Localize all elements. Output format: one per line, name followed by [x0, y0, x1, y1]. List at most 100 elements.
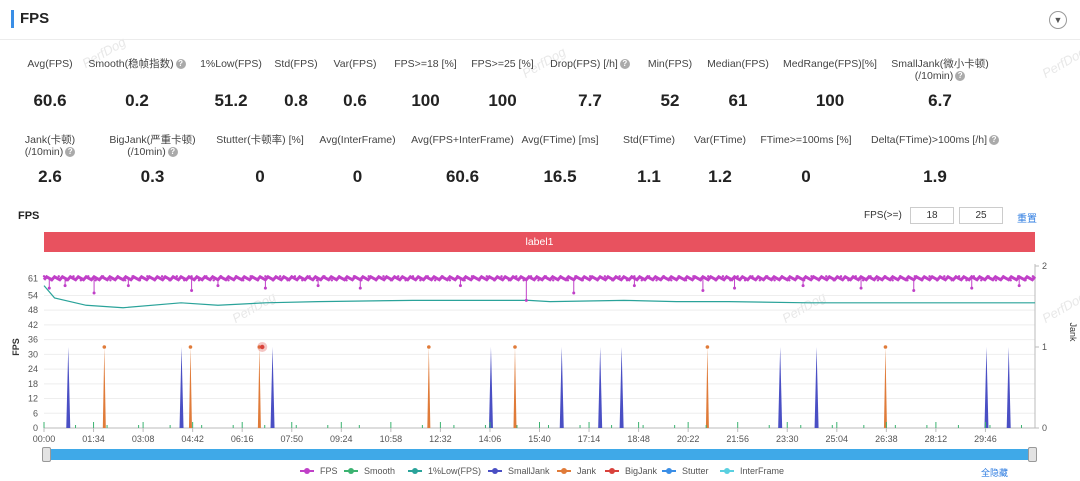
- fps-point: [485, 275, 488, 278]
- fps-point: [758, 279, 762, 282]
- legend-item-jank[interactable]: Jank: [557, 466, 596, 476]
- metric-delta-ftime-100ms-h: Delta(FTime)>100ms [/h]? 1.9: [860, 134, 1010, 187]
- legend-item-fps[interactable]: FPS: [300, 466, 338, 476]
- metric-fps-25: FPS>=25 [%] 100: [465, 58, 540, 111]
- fps-point: [352, 275, 356, 278]
- metric-1-low-fps: 1%Low(FPS) 51.2: [196, 58, 266, 111]
- fps-point: [692, 275, 695, 278]
- metric-label-text: Jank(卡顿): [24, 134, 76, 146]
- metric-label: 1%Low(FPS): [196, 58, 266, 70]
- metric-label-text: FPS>=25 [%]: [471, 58, 534, 70]
- legend-item-1-low-fps[interactable]: 1%Low(FPS): [408, 466, 481, 476]
- y-tick-label: 61: [28, 273, 38, 283]
- help-icon[interactable]: ?: [65, 147, 76, 158]
- metric-label-text: Avg(FPS+InterFrame): [411, 134, 514, 146]
- fps-point: [647, 275, 651, 278]
- x-tick-label: 04:42: [181, 434, 204, 444]
- x-tick-label: 28:12: [925, 434, 948, 444]
- metric-label-text: Avg(FTime) [ms]: [521, 134, 599, 146]
- fps-threshold-input-2[interactable]: [959, 207, 1003, 224]
- fps-point: [670, 279, 673, 282]
- y-axis-title-right: Jank: [1068, 322, 1078, 342]
- jank-marker: [427, 345, 431, 349]
- fps-point: [581, 279, 584, 282]
- help-icon[interactable]: ?: [955, 71, 966, 82]
- fps-point: [382, 275, 385, 278]
- smooth-series: [43, 422, 1022, 428]
- fps-point: [677, 275, 680, 278]
- fps-threshold-input-1[interactable]: [910, 207, 954, 224]
- legend-label: Stutter: [682, 466, 709, 476]
- fps-point: [522, 279, 525, 282]
- legend-item-stutter[interactable]: Stutter: [662, 466, 709, 476]
- x-tick-label: 21:56: [726, 434, 749, 444]
- legend-item-smooth[interactable]: Smooth: [344, 466, 395, 476]
- metric-label-text: Drop(FPS) [/h]: [550, 58, 618, 70]
- help-icon[interactable]: ?: [175, 59, 186, 70]
- scrollbar-right-handle[interactable]: [1028, 447, 1037, 462]
- fps-point: [529, 275, 533, 278]
- help-icon[interactable]: ?: [989, 135, 1000, 146]
- fps-point: [456, 275, 459, 278]
- metric-value: 1.1: [637, 167, 661, 186]
- fps-point: [788, 279, 791, 282]
- y-tick-label: 6: [33, 408, 38, 418]
- fps-point: [42, 275, 46, 278]
- jank-spike: [883, 347, 887, 428]
- hide-all-button[interactable]: 全隐藏: [981, 468, 1009, 478]
- fps-dip-marker: [263, 286, 267, 290]
- fps-point: [57, 275, 60, 278]
- fps-point: [308, 275, 311, 278]
- y-right-tick-label: 1: [1042, 342, 1047, 352]
- metric-label-text: MedRange(FPS)[%]: [783, 58, 877, 70]
- x-tick-label: 06:16: [231, 434, 254, 444]
- fps-point: [655, 279, 658, 282]
- y-tick-label: 18: [28, 379, 38, 389]
- fps-point: [478, 279, 481, 282]
- time-range-scrollbar[interactable]: [42, 447, 1037, 462]
- fps-point: [972, 275, 976, 278]
- metric-value: 0.6: [343, 91, 367, 110]
- y-tick-label: 24: [28, 364, 38, 374]
- fps-point: [205, 275, 208, 278]
- jank-spike: [427, 347, 431, 428]
- fps-point: [448, 279, 452, 282]
- help-icon[interactable]: ?: [619, 59, 630, 70]
- legend-label: FPS: [320, 466, 338, 476]
- fps-point: [72, 275, 75, 278]
- metric-ftime-100ms: FTime>=100ms [%] 0: [752, 134, 860, 187]
- legend-label: InterFrame: [740, 466, 785, 476]
- metric-label-text: FTime>=100ms [%]: [760, 134, 852, 146]
- legend-item-smalljank[interactable]: SmallJank: [488, 466, 550, 476]
- fps-point: [109, 279, 112, 282]
- reset-button[interactable]: 重置: [1017, 214, 1037, 225]
- metric-label-text: Avg(InterFrame): [319, 134, 396, 146]
- x-tick-label: 20:22: [677, 434, 700, 444]
- panel-accent-bar: [11, 10, 14, 28]
- scrollbar-left-handle[interactable]: [42, 447, 51, 462]
- fps-point: [271, 279, 274, 282]
- fps-point: [906, 279, 909, 282]
- fps-point: [854, 275, 857, 278]
- chart-title: FPS: [18, 210, 40, 222]
- metric-label-text: Std(FTime): [622, 134, 676, 146]
- metric-value: 60.6: [445, 167, 480, 186]
- help-icon[interactable]: ?: [167, 147, 178, 158]
- metric-label: Var(FTime): [690, 134, 750, 146]
- metric-stutter: Stutter(卡顿率) [%] 0: [210, 134, 310, 187]
- fps-point: [470, 275, 474, 278]
- fps-point: [323, 275, 326, 278]
- legend-label: SmallJank: [508, 466, 550, 476]
- fps-point: [404, 279, 407, 282]
- legend-item-bigjank[interactable]: BigJank: [605, 466, 657, 476]
- fps-point: [227, 279, 230, 282]
- fps-point: [662, 275, 666, 278]
- label-bar[interactable]: label1: [44, 232, 1035, 252]
- fps-point: [1024, 279, 1027, 282]
- chevron-down-icon[interactable]: ▼: [1049, 11, 1067, 29]
- fps-threshold-label: FPS(>=): [864, 210, 902, 221]
- fps-point: [212, 279, 215, 282]
- metric-value: 60.6: [33, 91, 67, 110]
- legend-item-interframe[interactable]: InterFrame: [720, 466, 784, 476]
